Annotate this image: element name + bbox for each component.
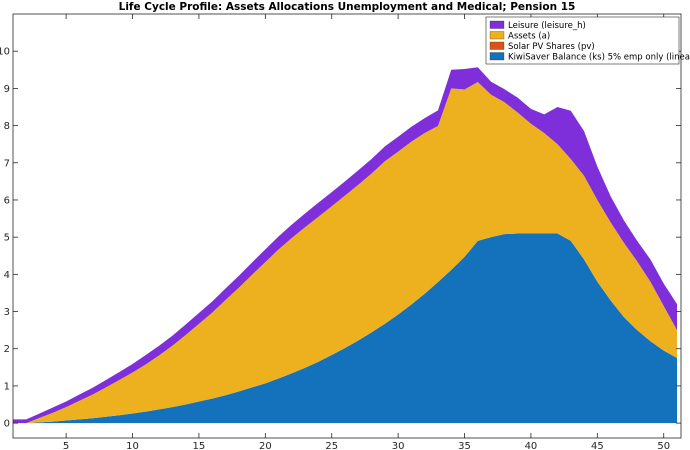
x-tick-label: 25 <box>325 441 338 450</box>
legend-swatch <box>489 52 505 61</box>
legend-label: Assets (a) <box>508 32 550 42</box>
x-tick-label: 30 <box>392 441 405 450</box>
legend-label: Solar PV Shares (pv) <box>508 42 595 52</box>
y-tick-label: 5 <box>4 233 10 244</box>
legend-label: KiwiSaver Balance (ks) 5% emp only (line… <box>508 53 690 63</box>
x-axis: 5 10 15 20 25 30 35 40 45 50 <box>63 14 670 450</box>
y-tick-label: 9 <box>4 84 10 95</box>
y-tick-label: 6 <box>4 195 10 206</box>
legend-swatch <box>489 41 505 50</box>
y-tick-label: 7 <box>4 158 10 169</box>
legend-swatch <box>489 31 505 40</box>
y-tick-label: 3 <box>4 307 10 318</box>
y-tick-label: 10 <box>0 47 10 58</box>
x-tick-label: 10 <box>126 441 139 450</box>
plot-frame <box>12 13 682 439</box>
x-tick-label: 40 <box>525 441 538 450</box>
x-tick-label: 50 <box>657 441 670 450</box>
y-axis: 0 1 2 3 4 5 6 7 8 9 10 <box>0 47 681 430</box>
y-tick-label: 2 <box>4 344 10 355</box>
y-tick-label: 1 <box>4 381 10 392</box>
y-tick-label: 4 <box>4 270 10 281</box>
x-tick-label: 5 <box>63 441 69 450</box>
legend-box <box>485 16 680 65</box>
legend-swatch <box>489 20 505 29</box>
legend: Leisure (leisure_h)Assets (a)Solar PV Sh… <box>485 16 690 65</box>
x-tick-label: 15 <box>193 441 206 450</box>
x-tick-label: 20 <box>259 441 272 450</box>
y-tick-label: 8 <box>4 121 10 132</box>
chart-title: Life Cycle Profile: Assets Allocations U… <box>119 1 576 13</box>
y-tick-label: 0 <box>4 419 10 430</box>
x-tick-label: 35 <box>458 441 471 450</box>
area-series-0 <box>13 233 678 424</box>
area-series-3 <box>13 67 678 424</box>
areas-layer <box>13 67 678 424</box>
x-tick-label: 45 <box>591 441 604 450</box>
legend-label: Leisure (leisure_h) <box>508 21 586 31</box>
area-series-2 <box>13 82 678 424</box>
